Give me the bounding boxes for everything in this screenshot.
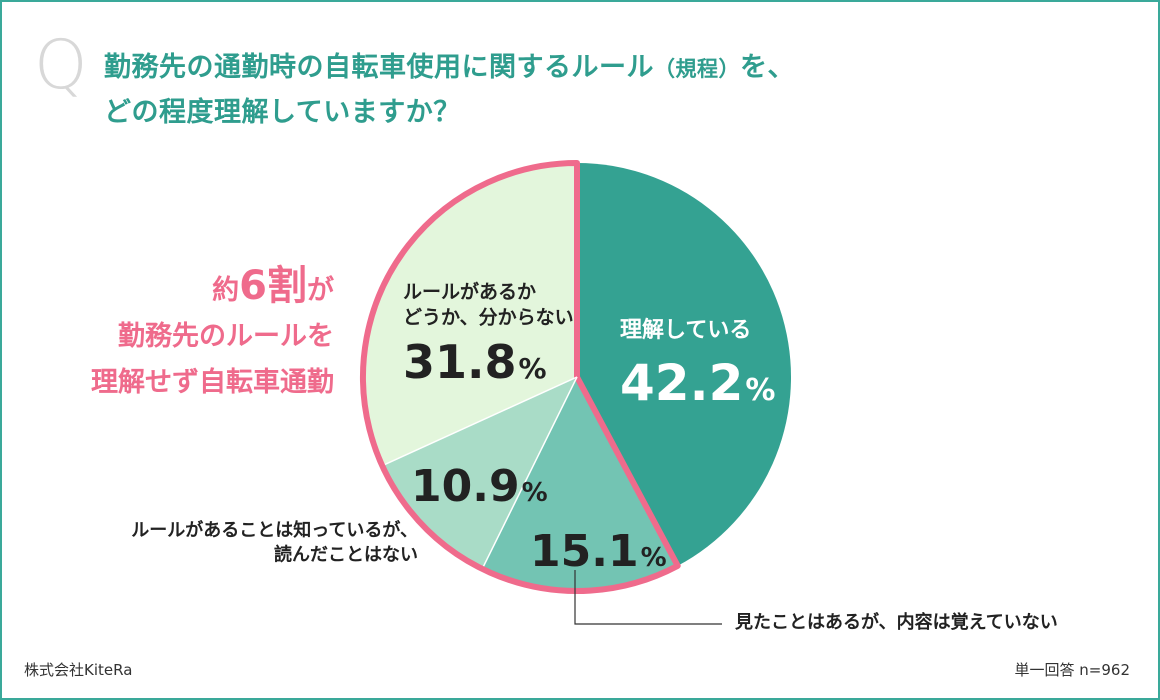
slice-value-percent-1: % [745,373,775,408]
question-line-1-main: 勤務先の通勤時の自転車使用に関するルール [104,52,654,83]
slice-value-3: 10.9% [411,461,548,512]
pie-slice-3 [382,377,577,569]
callout-line-1: 約6割が [91,263,334,314]
slice-value-percent-3: % [522,478,548,508]
slice-label-4-line-1: ルールがあるか [403,280,536,303]
slice-value-percent-2: % [641,543,667,573]
slice-label-3-line-2: 読んだことはない [274,543,418,565]
slice-value-number-1: 42.2 [620,354,743,412]
slice-value-number-4: 31.8 [403,335,517,389]
slice-separator-1 [482,376,578,567]
slice-value-1: 42.2% [620,354,775,412]
slice-label-2: 見たことはあるが、内容は覚えていない [734,611,1058,633]
callout-annotation: 約6割が 勤務先のルールを 理解せず自転車通勤 [91,263,334,406]
question-title: 勤務先の通勤時の自転車使用に関するルール（規程）を、 どの程度理解していますか？ [104,46,795,135]
slice-value-2: 15.1% [530,526,667,577]
slice-label-4-line-2: どうか、分からない [403,307,574,329]
leader-line-2 [574,570,722,625]
slice-value-number-2: 15.1 [530,526,639,577]
pie-slice-2 [482,377,678,591]
slice-value-4: 31.8% [403,335,547,389]
sample-size-note: 単一回答 n=962 [1014,661,1130,679]
slice-label-1: 理解している [620,317,751,343]
callout-line-1-post: が [307,275,334,306]
question-line-1-tail: を、 [740,52,795,83]
question-line-1-paren: （規程） [654,57,740,81]
highlight-outline [360,160,681,594]
company-credit: 株式会社KiteRa [24,661,133,679]
callout-line-3: 理解せず自転車通勤 [91,367,334,398]
slice-value-number-3: 10.9 [411,461,520,512]
slice-label-3-line-1: ルールがあることは知っているが、 [131,519,418,541]
question-line-1: 勤務先の通勤時の自転車使用に関するルール（規程）を、 [104,46,795,91]
q-mark: Q [34,26,88,105]
slice-value-percent-4: % [519,352,547,385]
pie-slice-1 [577,163,791,566]
callout-line-2: 勤務先のルールを [118,321,334,352]
slice-separator-2 [384,376,578,466]
callout-line-1-pre: 約 [212,275,240,306]
callout-line-1-big: 6割 [239,263,307,309]
question-line-2: どの程度理解していますか？ [104,97,461,128]
